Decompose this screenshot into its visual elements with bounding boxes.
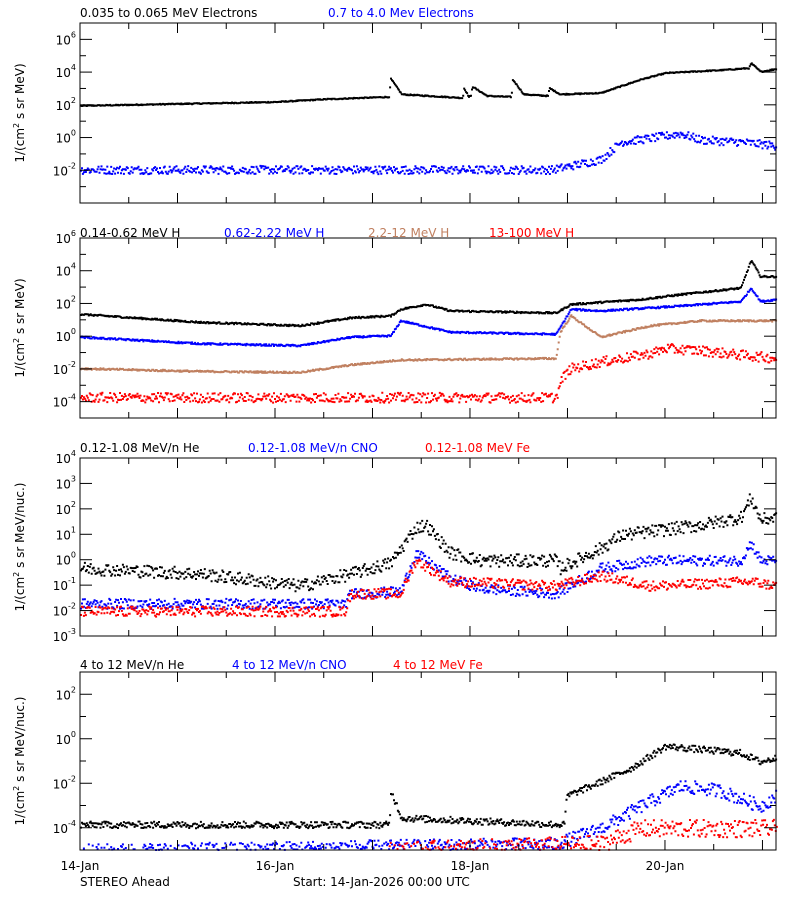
panel-title: 0.12-1.08 MeV/n CNO: [248, 441, 378, 455]
panel-title: 0.12-1.08 MeV/n He: [80, 441, 199, 455]
x-tick-label: 14-Jan: [61, 859, 100, 873]
series-4-to-12-mev-fe: [388, 818, 778, 851]
footer-spacecraft: STEREO Ahead: [80, 875, 170, 889]
plot-frame: [79, 457, 777, 637]
panel-1: 0.035 to 0.065 MeV Electrons 0.7 to 4.0 M…: [12, 6, 778, 204]
footer-start-time: Start: 14-Jan-2026 00:00 UTC: [293, 875, 470, 889]
series-0-12-1-08-mev-fe: [80, 558, 778, 618]
panel-title: 0.62-2.22 MeV H: [224, 226, 324, 240]
y-tick-label: 100: [56, 551, 76, 568]
y-tick-label: 106: [56, 30, 76, 47]
series-0-12-1-08-mev-n-cno: [80, 541, 778, 610]
panel-title: 4 to 12 MeV/n He: [80, 658, 184, 672]
panel-title: 2.2-12 MeV H: [368, 226, 449, 240]
y-tick-label: 10-1: [53, 576, 76, 593]
y-tick-label: 10-2: [53, 161, 76, 178]
y-tick-label: 104: [56, 262, 76, 279]
series-4-to-12-mev-n-cno: [82, 780, 778, 851]
plot-frame: [79, 22, 777, 204]
series-0-12-1-08-mev-n-he: [80, 493, 778, 593]
panel-2: 0.14-0.62 MeV H 0.62-2.22 MeV H 2.2-12 MeV…: [12, 226, 778, 419]
y-tick-label: 104: [56, 449, 76, 466]
panel-3: 0.12-1.08 MeV/n He 0.12-1.08 MeV/n CNO 0.1…: [12, 441, 778, 644]
y-tick-label: 100: [56, 327, 76, 344]
y-axis-label: 1/(cm2 s sr MeV/nuc.): [12, 483, 27, 612]
y-axis-label: 1/(cm2 s sr MeV): [12, 278, 27, 377]
y-tick-label: 10-2: [53, 602, 76, 619]
y-tick-label: 102: [56, 685, 76, 702]
y-axis-label: 1/(cm2 s sr MeV): [12, 63, 27, 162]
panel-title: 0.12-1.08 MeV Fe: [425, 441, 530, 455]
panel-title: 13-100 MeV H: [489, 226, 574, 240]
panel-title: 0.14-0.62 MeV H: [80, 226, 180, 240]
series-0-14-0-62-mev-h: [80, 260, 778, 328]
panel-title: 0.7 to 4.0 Mev Electrons: [328, 6, 474, 20]
y-tick-label: 102: [56, 96, 76, 113]
x-tick-label: 18-Jan: [451, 859, 490, 873]
y-tick-label: 103: [56, 474, 76, 491]
y-tick-label: 102: [56, 294, 76, 311]
panel-title: 4 to 12 MeV Fe: [393, 658, 483, 672]
panel-title: 0.035 to 0.065 MeV Electrons: [80, 6, 257, 20]
y-tick-label: 104: [56, 63, 76, 80]
y-tick-label: 10-4: [53, 393, 76, 410]
series-0-7-to-4-0-mev-electrons: [80, 131, 778, 176]
plot-frame: [79, 237, 777, 419]
series-13-100-mev-h: [80, 343, 778, 404]
y-tick-label: 10-3: [53, 627, 76, 644]
x-tick-label: 20-Jan: [646, 859, 685, 873]
series-0-62-2-22-mev-h: [80, 287, 778, 348]
y-tick-label: 100: [56, 129, 76, 146]
y-tick-label: 106: [56, 229, 76, 246]
y-tick-label: 10-2: [53, 360, 76, 377]
y-axis-label: 1/(cm2 s sr MeV/nuc.): [12, 697, 27, 826]
x-tick-label: 16-Jan: [256, 859, 295, 873]
y-tick-label: 100: [56, 730, 76, 747]
series-4-to-12-mev-n-he: [80, 743, 778, 830]
series-0-035-to-0-065-mev-electrons: [80, 62, 778, 107]
y-tick-label: 10-4: [53, 819, 76, 836]
panel-title: 4 to 12 MeV/n CNO: [232, 658, 347, 672]
panel-4: 4 to 12 MeV/n He 4 to 12 MeV/n CNO 4 to 12…: [12, 658, 778, 851]
y-tick-label: 10-2: [53, 774, 76, 791]
y-tick-label: 101: [56, 525, 76, 542]
y-tick-label: 102: [56, 500, 76, 517]
